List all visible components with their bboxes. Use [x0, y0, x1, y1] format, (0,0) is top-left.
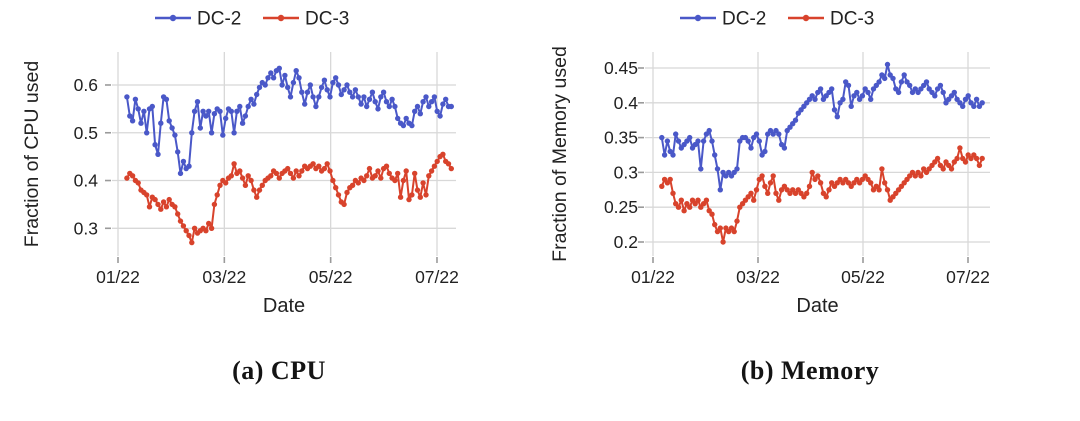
svg-text:03/22: 03/22	[202, 267, 246, 287]
legend: DC-2 DC-3	[680, 9, 874, 30]
svg-text:0.3: 0.3	[74, 218, 98, 238]
svg-text:05/22: 05/22	[309, 267, 353, 287]
cpu-chart-panel: 0.3 0.4 0.5 0.6 01/22 03/22 05/22 07/22 Date Frac…	[0, 0, 540, 386]
series-dc-2	[124, 65, 454, 177]
svg-text:07/22: 07/22	[415, 267, 459, 287]
svg-text:DC-3: DC-3	[830, 9, 874, 30]
cpu-chart: 0.3 0.4 0.5 0.6 01/22 03/22 05/22 07/22 Date Frac…	[0, 0, 540, 334]
gridlines	[645, 52, 990, 256]
series-dc-2	[659, 61, 985, 193]
x-tick-labels: 01/22 03/22 05/22 07/22	[631, 267, 990, 287]
memory-caption: (b) Memory	[740, 356, 880, 385]
svg-text:01/22: 01/22	[96, 267, 140, 287]
svg-text:03/22: 03/22	[736, 267, 780, 287]
svg-text:05/22: 05/22	[841, 267, 885, 287]
y-tick-labels: 0.3 0.4 0.5 0.6	[74, 75, 99, 238]
memory-chart-panel: 0.2 0.25 0.3 0.35 0.4 0.45 01/22 03/22 05/22 07/2…	[540, 0, 1080, 421]
svg-text:DC-2: DC-2	[197, 9, 241, 30]
legend-marker-icon	[277, 14, 285, 22]
memory-chart: 0.2 0.25 0.3 0.35 0.4 0.45 01/22 03/22 05/22 07/2…	[540, 0, 1080, 334]
x-axis-title: Date	[263, 295, 305, 317]
svg-text:0.2: 0.2	[614, 232, 638, 252]
y-tick-labels: 0.2 0.25 0.3 0.35 0.4 0.45	[604, 58, 638, 252]
svg-text:DC-2: DC-2	[722, 9, 766, 30]
svg-text:0.5: 0.5	[74, 123, 98, 143]
series-dc-3	[659, 145, 985, 245]
svg-text:07/22: 07/22	[946, 267, 990, 287]
svg-text:0.25: 0.25	[604, 197, 638, 217]
legend: DC-2 DC-3	[155, 9, 349, 30]
svg-text:0.3: 0.3	[614, 162, 638, 182]
cpu-caption: (a) CPU	[232, 356, 326, 385]
series-dc-3	[124, 151, 454, 246]
legend-marker-icon	[169, 14, 177, 22]
svg-text:0.45: 0.45	[604, 58, 638, 78]
x-axis-title: Date	[796, 295, 838, 317]
legend-marker-icon	[694, 14, 702, 22]
y-axis-title: Fraction of CPU used	[21, 61, 43, 247]
svg-text:0.4: 0.4	[614, 93, 639, 113]
legend-item-dc-2: DC-2	[680, 9, 766, 30]
x-tick-labels: 01/22 03/22 05/22 07/22	[96, 267, 459, 287]
legend-item-dc-3: DC-3	[788, 9, 874, 30]
svg-text:01/22: 01/22	[631, 267, 675, 287]
legend-marker-icon	[802, 14, 810, 22]
memory-plot-svg: 0.2 0.25 0.3 0.35 0.4 0.45 01/22 03/22 05/22 07/2…	[549, 9, 990, 317]
svg-text:0.6: 0.6	[74, 75, 98, 95]
legend-item-dc-3: DC-3	[263, 9, 349, 30]
svg-text:0.4: 0.4	[74, 171, 99, 191]
svg-text:0.35: 0.35	[604, 128, 638, 148]
y-axis-title: Fraction of Memory used	[549, 46, 571, 262]
legend-item-dc-2: DC-2	[155, 9, 241, 30]
cpu-plot-svg: 0.3 0.4 0.5 0.6 01/22 03/22 05/22 07/22 Date Frac…	[21, 9, 459, 318]
svg-text:DC-3: DC-3	[305, 9, 349, 30]
axis-ticks	[638, 67, 969, 263]
gridlines	[112, 52, 456, 256]
axis-ticks	[105, 84, 438, 263]
